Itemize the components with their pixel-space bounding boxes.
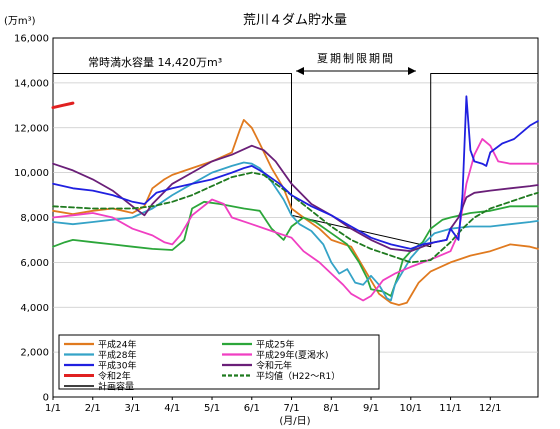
x-tick-label: 6/1 <box>244 403 260 414</box>
x-tick-label: 10/1 <box>400 403 422 414</box>
series-line-8 <box>52 73 539 248</box>
legend-label: 平成28年 <box>98 349 136 361</box>
legend-label: 平成29年(夏渇水) <box>256 349 328 361</box>
legend-label: 令和2年 <box>98 370 131 382</box>
y-tick-label: 14,000 <box>14 78 49 89</box>
x-tick-label: 1/1 <box>45 403 61 414</box>
y-tick-label: 2,000 <box>20 348 49 359</box>
x-unit-label: (月/日) <box>279 415 310 427</box>
chart-title: 荒川４ダム貯水量 <box>243 13 347 28</box>
x-tick-label: 2/1 <box>85 403 101 414</box>
series-lines <box>51 73 539 306</box>
legend-label: 令和元年 <box>256 360 292 372</box>
series-line-5 <box>52 144 539 253</box>
legend-label: 平成25年 <box>256 339 294 351</box>
legend-label: 計画容量 <box>98 381 134 393</box>
x-axis-ticks: 1/1 2/1 3/1 4/1 5/1 6/1 7/1 8/1 9/1 10/1 11/1 12/1 <box>45 397 502 414</box>
series-line-0 <box>52 119 539 306</box>
annotations: 常時満水容量 14,420万m³ 夏期制限期間 <box>88 52 416 75</box>
series-line-6 <box>51 101 75 110</box>
series-line-4 <box>52 95 539 250</box>
y-tick-label: 4,000 <box>20 303 49 314</box>
y-unit-label: (万m³) <box>4 16 36 27</box>
y-tick-label: 12,000 <box>14 123 49 134</box>
series-line-7 <box>52 171 539 264</box>
x-tick-label: 4/1 <box>164 403 180 414</box>
y-tick-label: 16,000 <box>14 34 49 45</box>
summer-period-label: 夏期制限期間 <box>317 52 395 65</box>
normal-capacity-label: 常時満水容量 14,420万m³ <box>88 55 222 69</box>
series-line-2 <box>52 161 539 302</box>
y-tick-label: 6,000 <box>20 258 49 269</box>
x-tick-label: 3/1 <box>124 403 140 414</box>
x-tick-label: 9/1 <box>363 403 379 414</box>
x-tick-label: 12/1 <box>479 403 501 414</box>
x-tick-label: 7/1 <box>283 403 299 414</box>
x-tick-label: 8/1 <box>323 403 339 414</box>
legend-label: 平成30年 <box>98 360 136 372</box>
x-tick-label: 11/1 <box>439 403 461 414</box>
y-axis-ticks: 0 2,000 4,000 6,000 8,000 10,000 12,000 14,000 1… <box>14 34 49 404</box>
y-tick-label: 0 <box>43 393 49 404</box>
series-line-1 <box>52 200 539 297</box>
y-tick-label: 10,000 <box>14 168 49 179</box>
legend-label: 平均値（H22～R1） <box>256 370 340 382</box>
summer-period-arrowhead-left <box>296 67 304 75</box>
summer-period-arrowhead-right <box>408 67 416 75</box>
legend-box <box>58 334 380 390</box>
y-tick-label: 8,000 <box>20 213 49 224</box>
legend-label: 平成24年 <box>98 339 136 351</box>
x-tick-label: 5/1 <box>204 403 220 414</box>
